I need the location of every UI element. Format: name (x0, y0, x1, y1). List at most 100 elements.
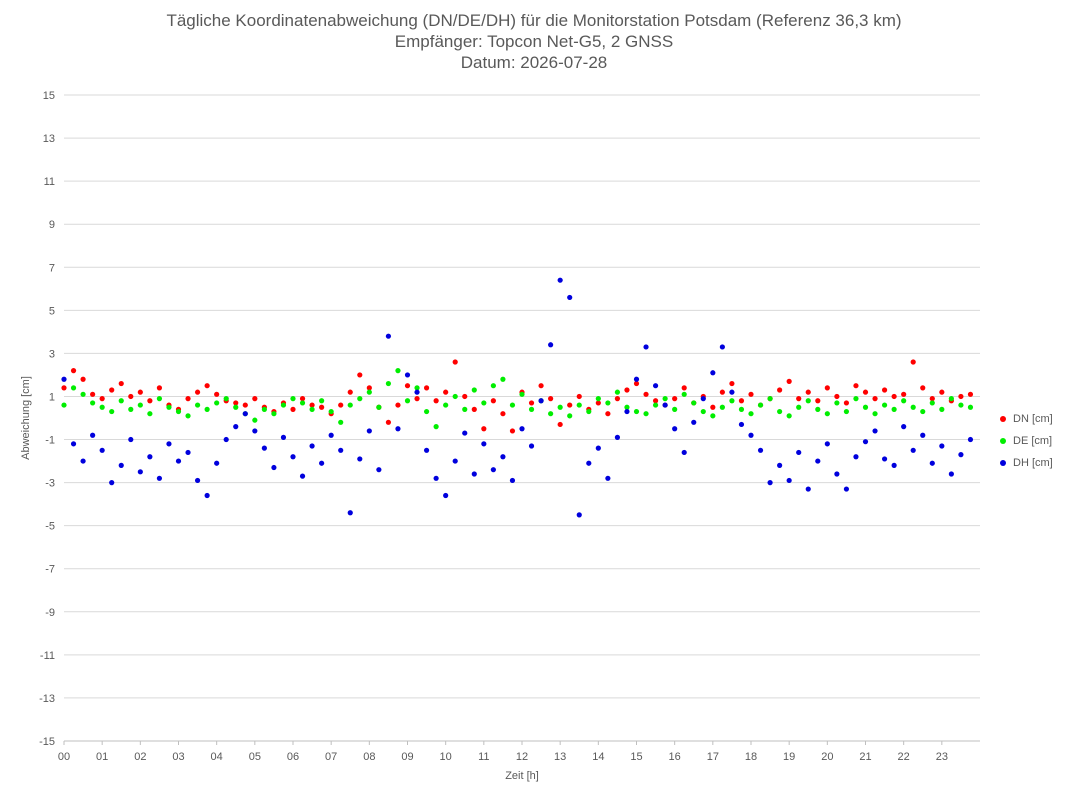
data-point-dn (395, 402, 401, 408)
data-point-de (643, 411, 649, 417)
data-point-de (271, 411, 277, 417)
legend-marker-de (1000, 438, 1006, 444)
data-point-de (605, 400, 611, 406)
data-point-dh (929, 460, 935, 466)
data-point-de (824, 411, 830, 417)
data-point-de (748, 411, 754, 417)
y-tick-label: 15 (43, 90, 55, 102)
y-tick-label: 7 (49, 262, 55, 274)
data-point-dn (90, 391, 96, 397)
data-point-de (252, 417, 258, 423)
data-point-de (80, 391, 86, 397)
data-point-de (872, 411, 878, 417)
data-point-dn (681, 385, 687, 391)
data-point-dn (729, 380, 735, 387)
data-point-dn (233, 400, 239, 406)
data-point-de (700, 408, 706, 415)
data-point-de (118, 398, 124, 404)
data-point-dh (710, 370, 716, 376)
data-point-dh (452, 458, 458, 464)
data-point-de (901, 398, 907, 404)
data-point-dn (901, 391, 907, 397)
data-point-de (805, 398, 811, 404)
data-point-de (595, 396, 601, 402)
data-point-dh (443, 492, 449, 499)
data-point-dh (834, 471, 840, 477)
data-point-dh (719, 344, 725, 350)
data-point-dn (548, 396, 554, 402)
x-tick-label: 05 (249, 751, 261, 763)
data-point-dn (452, 359, 458, 365)
x-tick-label: 16 (669, 751, 681, 763)
data-point-dn (319, 404, 325, 410)
data-point-de (99, 404, 105, 410)
data-point-de (853, 396, 859, 402)
data-point-dh (395, 426, 401, 432)
y-tick-label: -5 (45, 521, 55, 533)
data-point-dh (280, 434, 287, 440)
data-point-dn (920, 385, 926, 391)
data-point-dh (299, 473, 306, 479)
data-point-de (939, 406, 945, 412)
data-point-de (576, 402, 582, 408)
data-point-de (672, 406, 678, 412)
legend-marker-dh (1000, 460, 1006, 466)
data-point-dn (118, 380, 124, 387)
x-axis-label: Zeit [h] (505, 770, 539, 782)
data-point-de (328, 408, 334, 415)
data-point-de (109, 408, 115, 415)
data-point-de (862, 404, 869, 410)
data-point-dh (509, 477, 516, 484)
data-point-dh (347, 510, 353, 516)
data-point-dh (920, 432, 926, 438)
data-point-dh (175, 458, 182, 464)
data-point-dn (137, 389, 143, 395)
data-point-dh (70, 441, 77, 447)
data-point-de (204, 406, 210, 412)
data-point-dn (862, 389, 869, 395)
data-point-dn (538, 383, 544, 389)
data-point-dn (338, 402, 344, 408)
data-point-dh (261, 445, 267, 451)
y-tick-label: -9 (45, 607, 55, 619)
data-point-de (433, 424, 439, 430)
data-point-de (624, 404, 630, 410)
data-point-de (481, 400, 487, 406)
data-point-dn (843, 400, 850, 406)
data-point-de (423, 408, 430, 415)
data-point-dh (490, 467, 496, 473)
data-point-de (319, 398, 325, 404)
x-tick-label: 04 (211, 751, 223, 763)
data-point-dn (194, 389, 201, 395)
data-point-dn (471, 406, 477, 412)
data-point-dn (290, 406, 296, 412)
x-tick-label: 10 (440, 751, 452, 763)
data-point-dh (528, 443, 535, 449)
data-point-de (347, 402, 353, 408)
data-point-dh (901, 424, 907, 430)
x-tick-label: 19 (783, 751, 795, 763)
data-point-dn (299, 396, 306, 402)
data-point-de (233, 404, 239, 410)
data-point-dh (185, 449, 191, 456)
legend-item-dn: DN [cm] (1000, 408, 1053, 430)
data-point-dn (939, 389, 945, 395)
data-point-dh (500, 454, 506, 460)
data-point-dn (958, 393, 964, 400)
x-tick-label: 22 (898, 751, 910, 763)
data-point-dn (433, 398, 439, 404)
data-point-dn (385, 419, 392, 425)
y-tick-label: -7 (45, 564, 55, 576)
data-point-dn (738, 398, 745, 404)
data-point-de (614, 389, 621, 395)
data-point-de (557, 404, 563, 410)
data-point-dh (109, 480, 115, 486)
data-point-de (891, 406, 897, 412)
data-point-de (137, 402, 143, 408)
x-tick-label: 06 (287, 751, 299, 763)
chart-titles: Tägliche Koordinatenabweichung (DN/DE/DH… (0, 10, 1068, 73)
data-point-de (471, 387, 477, 393)
data-point-de (443, 402, 449, 408)
data-point-dn (185, 396, 191, 402)
